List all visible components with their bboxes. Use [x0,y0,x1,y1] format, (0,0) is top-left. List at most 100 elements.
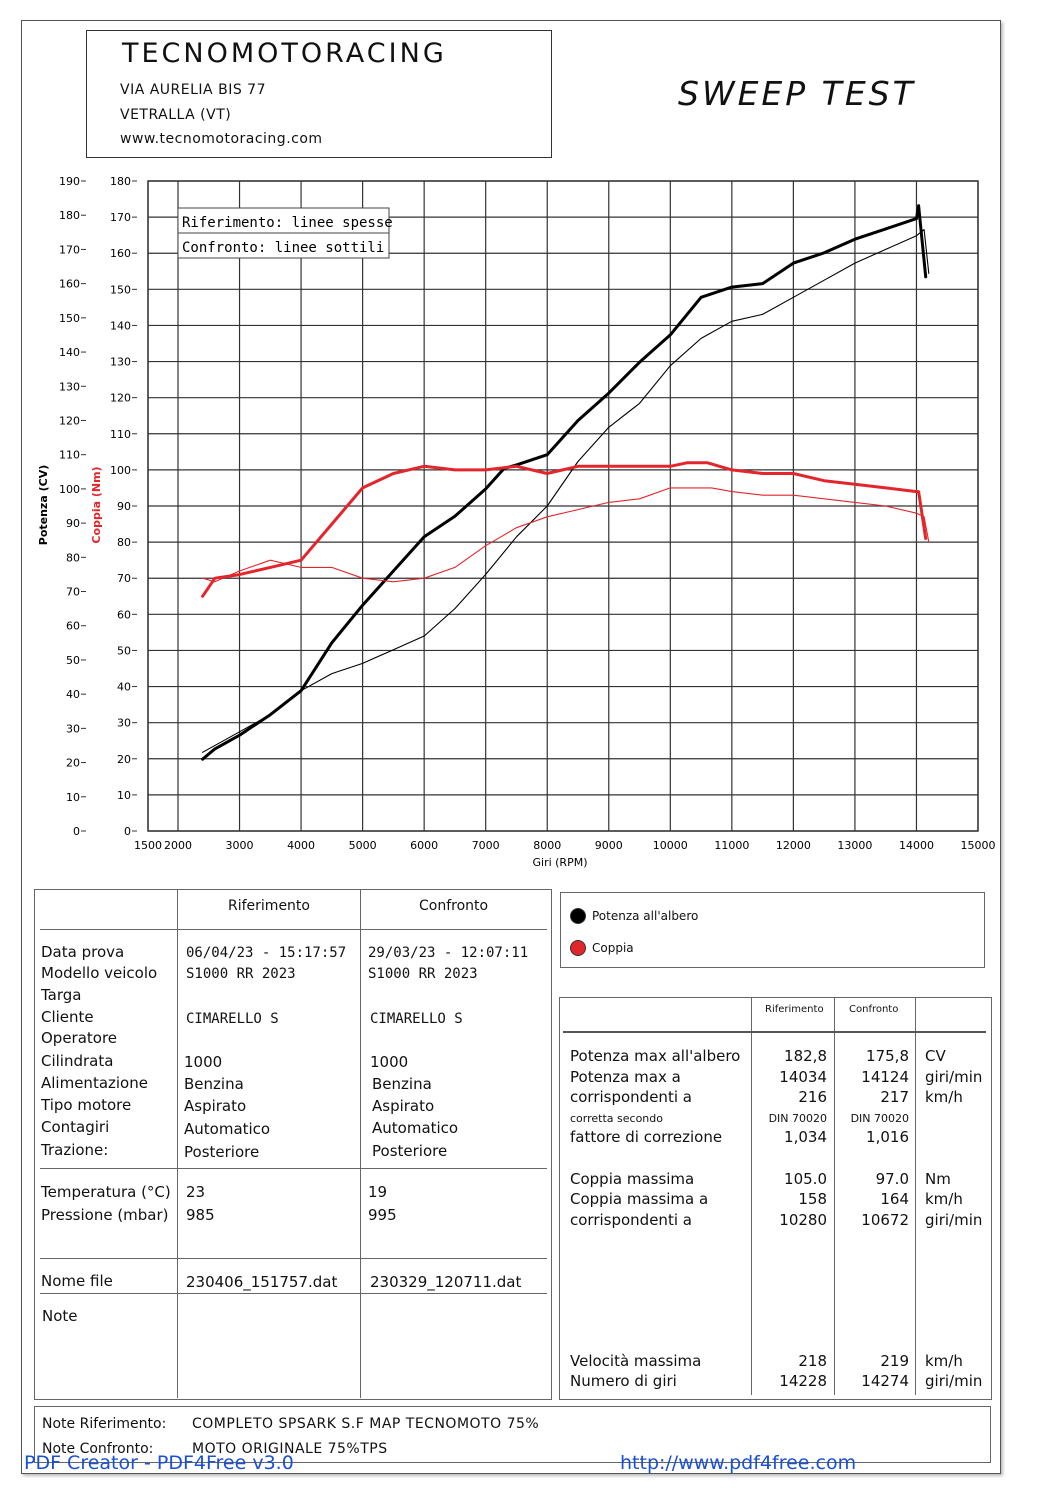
power-line-comparison [202,229,930,753]
note-box-line-2: Confronto: linee sottili [182,240,384,256]
result-label: Coppia massima [570,1170,695,1188]
y-left-tick-label: 30 [66,722,80,735]
ref-date: 06/04/23 - 15:17:57 [186,945,347,961]
result-label: Coppia massima a [570,1190,709,1208]
y-left-tick-label: 50 [66,654,80,667]
y-right-tick-label: 50 [117,644,131,657]
result-ref-value: 158 [798,1190,827,1208]
note-ref-text: COMPLETO SPSARK S.F MAP TECNOMOTO 75% [192,1416,540,1432]
y-left-tick-label: 160 [59,278,80,291]
x-tick-label: 13000 [837,839,872,852]
result-cmp-value: 217 [880,1088,909,1106]
y-left-tick-label: 0 [73,825,80,838]
page-frame [21,20,1001,1474]
y-left-tick-label: 100 [59,483,80,496]
cmp-pressure: 995 [368,1206,397,1224]
result-ref-value: 14228 [779,1372,827,1390]
y-left-tick-label: 180 [59,209,80,222]
y-right-tick-label: 90 [117,500,131,513]
info-table [34,889,552,1400]
info-label: Cliente [41,1008,94,1026]
result-unit: km/h [925,1352,963,1370]
y-right-tick-label: 70 [117,572,131,585]
y-left-tick-label: 70 [66,586,80,599]
y-left-tick-label: 60 [66,620,80,633]
y-right-tick-label: 10 [117,789,131,802]
x-tick-label: 14000 [899,839,934,852]
ref-tachometer: Automatico [184,1120,271,1138]
ref-model: S1000 RR 2023 [186,966,296,982]
y-right-tick-label: 140 [110,319,131,332]
chart-grid [147,180,979,832]
x-tick-label: 4000 [287,839,315,852]
y-right-tick-label: 20 [117,753,131,766]
results-table [559,997,992,1400]
chart-note-box: Riferimento: linee spesse Confronto: lin… [177,207,393,259]
torque-swatch-icon [570,940,586,956]
note-box-line-1: Riferimento: linee spesse [182,215,393,231]
y-left-tick-label: 150 [59,312,80,325]
chart-series [201,204,930,761]
cmp-fuel: Benzina [372,1075,432,1093]
power-swatch-icon [570,908,586,924]
cmp-date: 29/03/23 - 12:07:11 [368,945,529,961]
result-ref-value: 182,8 [784,1047,827,1065]
result-cmp-value: DIN 70020 [850,1112,909,1125]
result-unit: km/h [925,1088,963,1106]
company-website: www.tecnomotoracing.com [120,131,323,147]
info-label: Alimentazione [41,1074,148,1092]
result-unit: km/h [925,1190,963,1208]
result-ref-value: 1,034 [784,1128,827,1146]
legend-item-torque: Coppia [570,940,634,956]
pdf-creator-watermark: PDF Creator - PDF4Free v3.0 [24,1452,294,1474]
result-label: Potenza max a [570,1068,681,1086]
result-cmp-value: 14124 [861,1068,909,1086]
ref-drive: Posteriore [184,1143,260,1161]
result-unit: Nm [925,1170,951,1188]
info-label: Tipo motore [41,1096,132,1114]
x-axis-label: Giri (RPM) [532,856,587,869]
x-tick-label: 8000 [533,839,561,852]
x-tick-label: 11000 [714,839,749,852]
y-right-tick-label: 40 [117,681,131,694]
cmp-temperature: 19 [368,1183,388,1201]
y-right-tick-label: 120 [110,392,131,405]
ref-displacement: 1000 [184,1053,223,1071]
result-cmp-value: 175,8 [866,1047,909,1065]
info-label: Targa [41,986,82,1004]
x-tick-label: 1500 [134,839,162,852]
cmp-client: CIMARELLO S [370,1011,463,1027]
result-label: corretta secondo [570,1112,663,1125]
x-tick-label: 10000 [653,839,688,852]
result-cmp-value: 219 [880,1352,909,1370]
legend-item-power: Potenza all'albero [570,908,698,924]
result-ref-value: 10280 [779,1211,827,1229]
y-left-tick-label: 110 [59,449,80,462]
result-label: corrispondenti a [570,1088,692,1106]
info-col-ref: Riferimento [228,898,310,914]
company-name: TECNOMOTORACING [122,38,447,69]
result-ref-value: DIN 70020 [768,1112,827,1125]
result-label: Potenza max all'albero [570,1047,741,1065]
y-left-tick-label: 90 [66,517,80,530]
cmp-engine-type: Aspirato [372,1097,435,1115]
company-box [86,30,552,158]
x-tick-label: 9000 [595,839,623,852]
report-title: SWEEP TEST [678,74,916,113]
y-right-tick-label: 100 [110,464,131,477]
pressure-label: Pressione (mbar) [41,1206,169,1224]
result-cmp-value: 14274 [861,1372,909,1390]
temperature-label: Temperatura (°C) [41,1183,171,1201]
y-left-tick-label: 120 [59,414,80,427]
result-unit: giri/min [925,1211,983,1229]
result-cmp-value: 1,016 [866,1128,909,1146]
ref-pressure: 985 [186,1206,215,1224]
y-right-tick-label: 180 [110,175,131,188]
pdf4free-link[interactable]: http://www.pdf4free.com [620,1452,857,1474]
result-unit: CV [925,1047,946,1065]
y-left-tick-label: 190 [59,175,80,188]
x-tick-label: 3000 [226,839,254,852]
x-tick-label: 5000 [349,839,377,852]
notes-box [34,1406,991,1463]
result-label: fattore di correzione [570,1128,723,1146]
